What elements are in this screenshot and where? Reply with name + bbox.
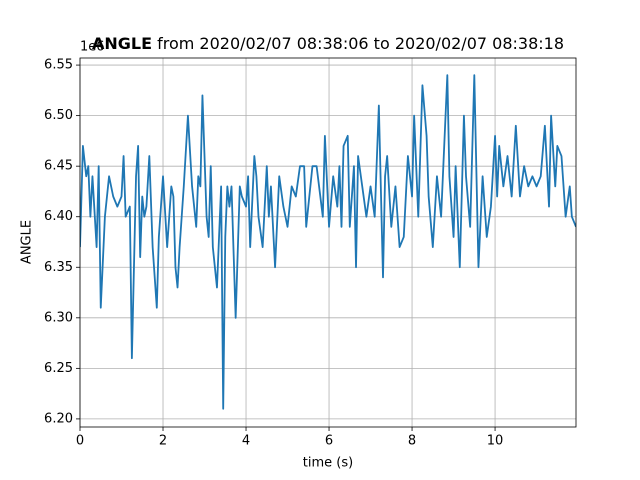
x-tick-label: 4 <box>242 434 250 449</box>
y-tick-label: 6.40 <box>44 209 73 224</box>
x-tick-label: 0 <box>76 434 84 449</box>
x-axis-label: time (s) <box>303 456 353 471</box>
y-tick-label: 6.30 <box>44 310 73 325</box>
x-tick-label: 6 <box>325 434 333 449</box>
x-tick-label: 2 <box>159 434 167 449</box>
title-rest: from 2020/02/07 08:38:06 to 2020/02/07 0… <box>157 34 564 53</box>
y-offset: 1e6 <box>80 40 105 55</box>
x-tick-label: 10 <box>487 434 504 449</box>
y-tick-label: 6.50 <box>44 108 73 123</box>
y-tick-label: 6.25 <box>44 361 73 376</box>
chart-title: ANGLE from 2020/02/07 08:38:06 to 2020/0… <box>92 34 564 53</box>
y-tick-label: 6.20 <box>44 411 73 426</box>
y-tick-label: 6.45 <box>44 159 73 174</box>
data-line <box>80 74 576 410</box>
y-tick-label: 6.35 <box>44 260 73 275</box>
y-tick-label: 6.55 <box>44 58 73 73</box>
y-axis-label: ANGLE <box>20 220 35 264</box>
plot-frame <box>79 57 577 428</box>
title-bold: ANGLE <box>92 34 152 53</box>
x-tick-label: 8 <box>408 434 416 449</box>
